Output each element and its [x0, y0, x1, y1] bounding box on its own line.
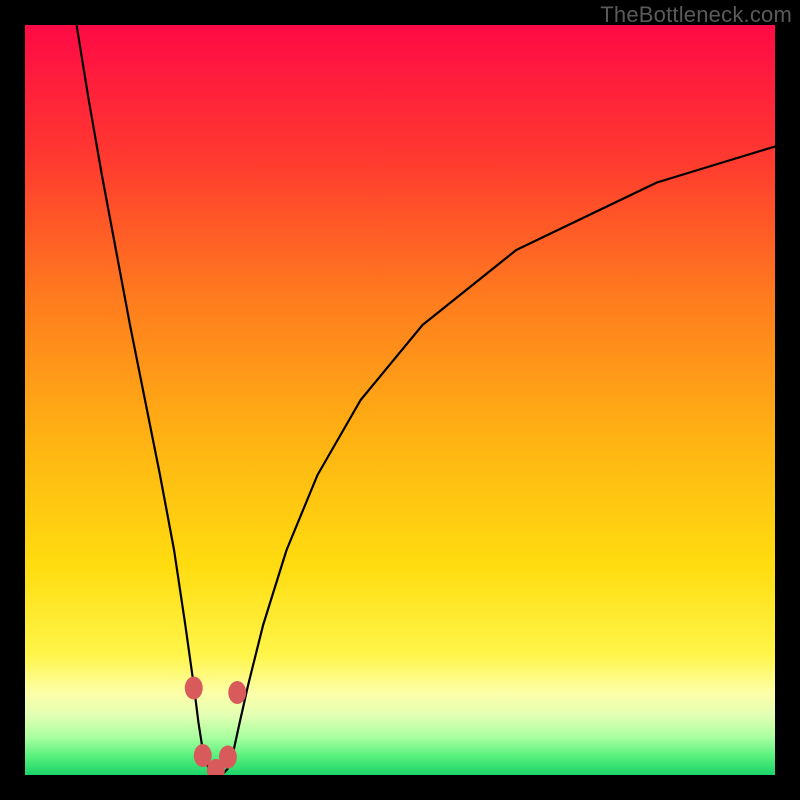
highlight-dot: [219, 746, 237, 769]
highlight-dot: [185, 677, 203, 700]
chart-frame: TheBottleneck.com: [0, 0, 800, 800]
gradient-background: [25, 25, 775, 775]
bottleneck-chart: [25, 25, 775, 775]
highlight-dot: [228, 681, 246, 704]
chart-canvas: [25, 25, 775, 775]
